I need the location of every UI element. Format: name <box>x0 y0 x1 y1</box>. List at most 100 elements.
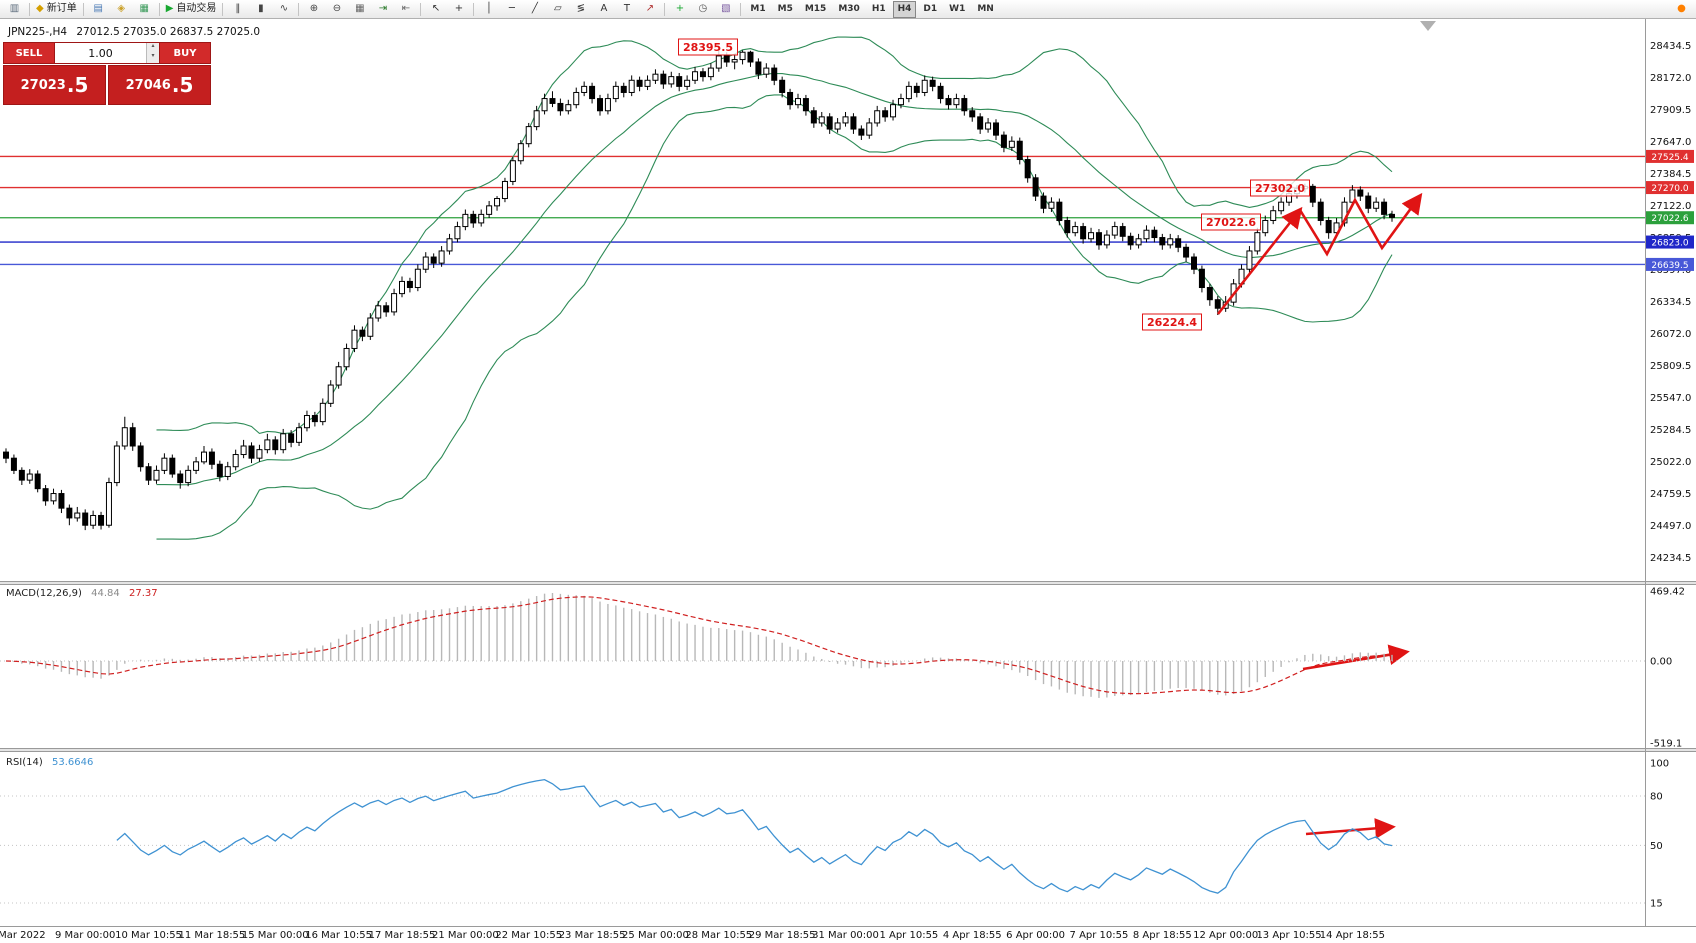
trend-arrows[interactable] <box>1216 192 1423 839</box>
price-axis-label: 27909.5 <box>1650 105 1691 116</box>
rsi-value: 53.6646 <box>51 757 94 768</box>
price-rally-arrow[interactable] <box>1216 206 1303 315</box>
buy-price[interactable]: 27046.5 <box>108 65 211 105</box>
auto-scroll-icon[interactable]: ⇥ <box>371 0 394 18</box>
new-order-icon: ◆ <box>36 3 44 14</box>
price-tag-label: 27525.4 <box>1651 153 1688 163</box>
template-icon-glyph: ▧ <box>721 3 731 14</box>
annotation-box[interactable] <box>1201 213 1261 231</box>
candlestick-chart-icon[interactable]: ▮ <box>249 0 272 18</box>
annotation-box[interactable] <box>1142 313 1202 331</box>
price-zigzag-arrow[interactable] <box>1298 192 1423 257</box>
chart-symbol-ohlc: JPN225-,H4 27012.5 27035.0 26837.5 27025… <box>8 26 260 38</box>
sell-button[interactable]: SELL <box>3 42 55 64</box>
timeframe-mn-button[interactable]: MN <box>977 4 994 14</box>
symbol-period-label: JPN225-,H4 <box>8 26 68 38</box>
timeframe-h4-button[interactable]: H4 <box>892 0 917 18</box>
annotation-text: 26224.4 <box>1147 316 1197 329</box>
tile-windows-icon[interactable]: ▦ <box>348 0 371 18</box>
time-axis-label: 21 Mar 00:00 <box>432 930 499 941</box>
macd-signal-line <box>5 596 1393 695</box>
chart-shift-icon[interactable]: ⇤ <box>394 0 417 18</box>
periods-icon[interactable]: ◷ <box>691 0 714 18</box>
zoom-out-icon[interactable]: ⊖ <box>325 0 348 18</box>
bollinger-lower <box>156 94 1393 540</box>
zoom-out-icon-glyph: ⊖ <box>332 3 342 14</box>
panel-frame <box>0 19 1696 927</box>
label-icon-glyph: T <box>623 3 630 14</box>
price-axis-label: 25547.0 <box>1650 393 1691 404</box>
text-icon[interactable]: A <box>592 0 615 18</box>
price-axis-label: 25284.5 <box>1650 425 1691 436</box>
indicators-add-icon[interactable]: + <box>668 0 691 18</box>
volume-value[interactable]: 1.00 <box>88 46 113 60</box>
time-axis-label: Mar 2022 <box>0 930 46 941</box>
time-axis-label: 16 Mar 10:55 <box>305 930 372 941</box>
rsi-axis-label: 15 <box>1650 898 1663 909</box>
trendline-icon[interactable]: ╱ <box>523 0 546 18</box>
periods-icon-glyph: ◷ <box>698 3 708 14</box>
buy-button[interactable]: BUY <box>159 42 211 64</box>
time-axis-label: 23 Mar 18:55 <box>559 930 626 941</box>
notification-icon[interactable]: ● <box>1677 3 1686 14</box>
timeframe-m5-button[interactable]: M5 <box>777 4 793 14</box>
annotation-box[interactable] <box>678 38 738 56</box>
chart-shift-marker[interactable] <box>1420 21 1436 31</box>
time-axis-label: 22 Mar 10:55 <box>495 930 562 941</box>
horizontal-level-lines[interactable] <box>0 155 1645 266</box>
volume-field[interactable]: 1.00 ▴ ▾ <box>55 42 159 64</box>
timeframe-d1-button[interactable]: D1 <box>923 4 938 14</box>
channel-icon[interactable]: ▱ <box>546 0 569 18</box>
horizontal-line-icon[interactable]: ─ <box>500 0 523 18</box>
rsi-axis-label: 100 <box>1650 759 1669 770</box>
timeframe-m1-button[interactable]: M1 <box>750 4 766 14</box>
price-annotations[interactable]: 28395.5 27302.0 27022.6 26224.4 <box>678 38 1310 331</box>
macd-signal-value: 27.37 <box>128 588 158 599</box>
price-axis-label: 25809.5 <box>1650 361 1691 372</box>
new-order-button[interactable]: ◆ 新订单 <box>33 0 80 18</box>
arrow-object-icon[interactable]: ↗ <box>638 0 661 18</box>
timeframe-w1-button[interactable]: W1 <box>949 4 966 14</box>
price-axis-label: 27647.0 <box>1650 137 1691 148</box>
macd-arrow[interactable] <box>1302 644 1410 671</box>
autotrading-button[interactable]: ▶ 自动交易 <box>163 0 220 18</box>
line-chart-icon[interactable]: ∿ <box>272 0 295 18</box>
bar-chart-icon[interactable]: ‖ <box>226 0 249 18</box>
timeframe-m15-button[interactable]: M15 <box>804 4 827 14</box>
toolbar-separator <box>420 2 422 16</box>
template-icon[interactable]: ▧ <box>714 0 737 18</box>
price-tag-label: 27270.0 <box>1651 184 1688 194</box>
market-watch-icon[interactable]: ▤ <box>87 0 110 18</box>
vertical-line-icon[interactable]: │ <box>477 0 500 18</box>
timeframe-h1-button[interactable]: H1 <box>871 4 886 14</box>
annotation-box[interactable] <box>1250 179 1310 197</box>
zoom-in-icon[interactable]: ⊕ <box>302 0 325 18</box>
zoom-in-icon-glyph: ⊕ <box>309 3 319 14</box>
sell-price[interactable]: 27023.5 <box>3 65 106 105</box>
line-chart-icon-glyph: ∿ <box>279 3 289 14</box>
price-axis-label: 24759.5 <box>1650 489 1691 500</box>
macd-name: MACD(12,26,9) <box>6 588 82 599</box>
time-axis-label: 9 Mar 00:00 <box>55 930 115 941</box>
fibonacci-icon[interactable]: ≶ <box>569 0 592 18</box>
macd-main-value: 44.84 <box>91 588 120 599</box>
time-axis-label: 31 Mar 00:00 <box>812 930 879 941</box>
volume-down-button[interactable]: ▾ <box>147 53 159 63</box>
auto-scroll-icon-glyph: ⇥ <box>378 3 388 14</box>
navigator-icon[interactable]: ◈ <box>110 0 133 18</box>
label-icon[interactable]: T <box>615 0 638 18</box>
price-axis-label: 26334.5 <box>1650 297 1691 308</box>
cursor-icon[interactable]: ↖ <box>424 0 447 18</box>
text-icon-glyph: A <box>600 3 608 14</box>
new-chart-icon[interactable]: ▥ <box>3 0 26 18</box>
autotrading-button-label: 自动交易 <box>176 3 217 14</box>
volume-up-button[interactable]: ▴ <box>147 43 159 53</box>
time-axis-label: 14 Apr 18:55 <box>1320 930 1385 941</box>
crosshair-icon[interactable]: + <box>447 0 470 18</box>
bollinger-upper <box>156 36 1393 435</box>
terminal-icon[interactable]: ▦ <box>133 0 156 18</box>
timeframe-m30-button[interactable]: M30 <box>838 4 860 14</box>
horizontal-line-icon-glyph: ─ <box>508 3 515 14</box>
vertical-line-icon-glyph: │ <box>485 3 492 14</box>
